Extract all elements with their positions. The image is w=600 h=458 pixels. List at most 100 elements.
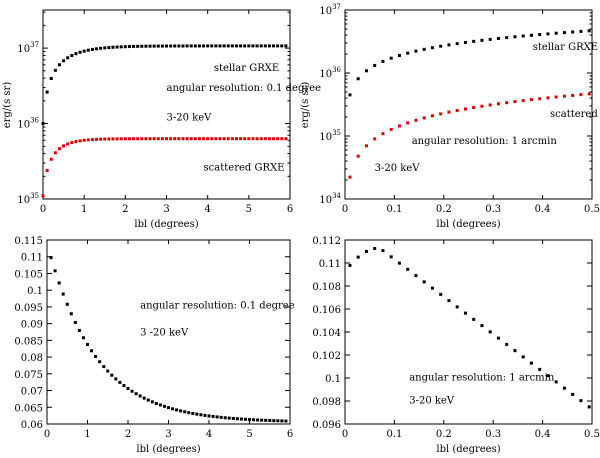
y-tick-label: 0.096 xyxy=(312,420,341,431)
data-point xyxy=(529,98,533,102)
data-point xyxy=(239,137,243,141)
data-point xyxy=(356,154,360,158)
data-point xyxy=(263,44,267,48)
x-tick-label: 0.5 xyxy=(584,429,600,440)
data-point xyxy=(140,137,144,141)
data-point xyxy=(505,342,509,346)
data-point xyxy=(202,44,206,48)
data-point xyxy=(521,34,525,38)
data-point xyxy=(259,137,263,141)
chart-panel-top-left: 0 1 2 3 4 5 6 1035 1036 1037 lbl (degrees) erg/(s s… xyxy=(2,9,321,230)
data-point xyxy=(389,127,393,131)
data-point xyxy=(66,142,70,146)
data-point xyxy=(280,419,284,423)
data-point xyxy=(86,48,90,52)
data-point xyxy=(488,330,492,334)
data-point xyxy=(439,292,443,296)
data-point xyxy=(81,336,85,340)
data-point xyxy=(381,59,385,63)
data-point xyxy=(199,413,203,417)
data-point xyxy=(587,405,591,409)
y-tick-label: 0.11 xyxy=(21,253,43,264)
data-point xyxy=(422,280,426,284)
data-point xyxy=(65,302,69,306)
data-point xyxy=(70,141,74,145)
data-point xyxy=(82,138,86,142)
data-point xyxy=(226,44,230,48)
data-point xyxy=(218,137,222,141)
annotation-label: 3-20 keV xyxy=(409,395,455,406)
data-point xyxy=(99,137,103,141)
data-point xyxy=(389,56,393,60)
data-point xyxy=(127,45,131,49)
data-point xyxy=(455,305,459,309)
data-point xyxy=(210,137,214,141)
data-point xyxy=(406,51,410,55)
data-point xyxy=(235,417,239,421)
data-point xyxy=(136,44,140,48)
y-tick-label: 1035 xyxy=(319,129,341,143)
data-point xyxy=(381,132,385,136)
data-point xyxy=(211,414,215,418)
annotation-label: 3 -20 keV xyxy=(140,327,189,338)
data-point xyxy=(496,102,500,106)
x-tick-label: 4 xyxy=(204,204,210,215)
data-point xyxy=(165,44,168,48)
annotation-label: stellar GRXE xyxy=(533,42,598,53)
y-tick-label: 0.07 xyxy=(21,387,43,398)
x-axis-title: lbl (degrees) xyxy=(436,444,500,455)
data-point xyxy=(66,56,70,60)
data-point xyxy=(53,269,57,273)
data-point xyxy=(252,418,256,422)
data-point xyxy=(364,69,368,73)
y-tick-label: 0.065 xyxy=(14,403,43,414)
y-tick-label: 0.09 xyxy=(21,320,43,331)
x-tick-label: 0.3 xyxy=(485,429,501,440)
data-point xyxy=(45,90,49,94)
data-point xyxy=(554,380,558,384)
data-point xyxy=(255,44,259,48)
data-point xyxy=(86,138,90,142)
data-point xyxy=(554,95,558,99)
data-point xyxy=(140,44,144,48)
data-point xyxy=(243,44,247,48)
data-point xyxy=(49,157,53,161)
data-point xyxy=(185,137,189,141)
data-point xyxy=(546,96,550,100)
data-point xyxy=(226,137,230,141)
data-point xyxy=(356,255,360,259)
data-point xyxy=(61,292,65,296)
data-point xyxy=(132,137,136,141)
data-point xyxy=(70,53,74,57)
data-point xyxy=(215,415,219,419)
data-point xyxy=(173,44,177,48)
data-point xyxy=(57,281,61,285)
y-tick-label: 0.102 xyxy=(312,351,341,362)
data-point xyxy=(373,63,377,67)
data-point xyxy=(397,124,401,128)
data-point xyxy=(191,411,195,415)
data-point xyxy=(136,137,140,141)
data-point xyxy=(579,29,583,33)
x-tick-label: 1 xyxy=(84,429,90,440)
data-point xyxy=(272,137,276,141)
data-point xyxy=(251,137,255,141)
x-tick-label: 1 xyxy=(81,204,87,215)
y-axis-title: erg/(s sr) xyxy=(2,82,13,129)
x-axis-title: lbl (degrees) xyxy=(436,219,500,230)
data-point xyxy=(272,44,276,48)
data-point xyxy=(364,249,368,253)
data-point xyxy=(397,261,401,265)
data-point xyxy=(231,416,235,420)
data-point xyxy=(406,267,410,271)
data-point xyxy=(156,137,160,141)
data-point xyxy=(206,137,210,141)
annotation-label: stellar GRXE xyxy=(214,63,279,74)
data-point xyxy=(222,137,226,141)
series-scattered-grxe xyxy=(348,92,591,179)
data-point xyxy=(110,373,114,377)
data-point xyxy=(463,311,467,315)
data-point xyxy=(414,49,418,53)
x-tick-label: 0.4 xyxy=(535,204,551,215)
data-point xyxy=(239,44,243,48)
